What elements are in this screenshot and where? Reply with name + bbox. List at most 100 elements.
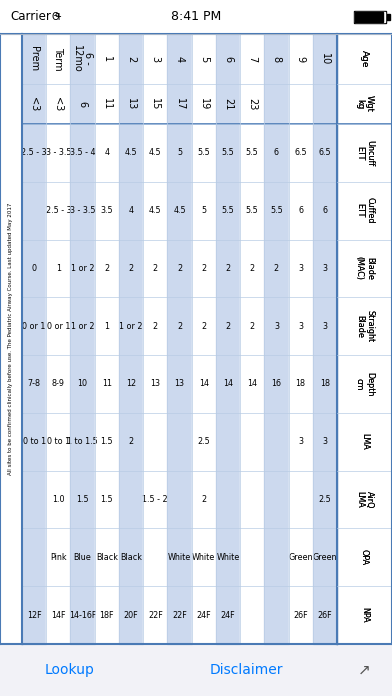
- Text: Disclaimer: Disclaimer: [209, 663, 283, 677]
- Text: 5.5: 5.5: [246, 206, 259, 215]
- Text: Black: Black: [120, 553, 142, 562]
- Text: 7-8: 7-8: [27, 379, 41, 388]
- Bar: [46, 34, 71, 644]
- Text: 8:41 PM: 8:41 PM: [171, 10, 221, 24]
- Text: 14F: 14F: [51, 610, 65, 619]
- Text: 2.5 - 3: 2.5 - 3: [21, 148, 47, 157]
- Text: 3.5 - 4: 3.5 - 4: [70, 148, 95, 157]
- Text: 2: 2: [129, 264, 134, 273]
- Text: 16: 16: [271, 379, 281, 388]
- Text: NPA: NPA: [360, 608, 369, 623]
- Text: 3: 3: [150, 56, 160, 62]
- Text: Age: Age: [360, 50, 369, 68]
- Text: 14: 14: [247, 379, 257, 388]
- Text: 8-9: 8-9: [52, 379, 65, 388]
- Text: 2: 2: [177, 322, 182, 331]
- Text: 0 to 1: 0 to 1: [23, 437, 46, 446]
- Text: 3: 3: [274, 322, 279, 331]
- Text: Depth
cm: Depth cm: [355, 372, 374, 396]
- Text: Wgt
kg: Wgt kg: [355, 95, 374, 112]
- Text: Lookup: Lookup: [45, 663, 95, 677]
- Text: 2: 2: [250, 322, 255, 331]
- Bar: [289, 34, 313, 644]
- Text: 2: 2: [153, 264, 158, 273]
- Text: 12F: 12F: [27, 610, 42, 619]
- Text: 6.5: 6.5: [319, 148, 331, 157]
- Text: 2: 2: [225, 264, 230, 273]
- Text: 2: 2: [225, 322, 230, 331]
- Text: 10: 10: [78, 379, 87, 388]
- Text: <3: <3: [53, 97, 64, 111]
- Text: 0 to 1: 0 to 1: [47, 437, 70, 446]
- Text: 3.5: 3.5: [100, 206, 113, 215]
- Text: 1.5: 1.5: [100, 495, 113, 504]
- Text: Cuffed
ETT: Cuffed ETT: [355, 198, 374, 224]
- Text: 17: 17: [174, 97, 185, 110]
- Text: OPA: OPA: [360, 549, 369, 565]
- Text: 5.5: 5.5: [270, 206, 283, 215]
- Text: 22F: 22F: [172, 610, 187, 619]
- Text: 5: 5: [201, 206, 206, 215]
- Text: White: White: [216, 553, 240, 562]
- Bar: [216, 34, 240, 644]
- Text: Blue: Blue: [74, 553, 91, 562]
- Text: Straight
Blade: Straight Blade: [355, 310, 374, 342]
- Text: 3 - 3.5: 3 - 3.5: [70, 206, 95, 215]
- Bar: [386, 14, 390, 20]
- Text: 0: 0: [32, 264, 36, 273]
- Text: 26F: 26F: [293, 610, 308, 619]
- Text: Uncuff
ETT: Uncuff ETT: [355, 140, 374, 166]
- Text: Green: Green: [289, 553, 313, 562]
- Text: 18F: 18F: [100, 610, 114, 619]
- Text: AirQ
LMA: AirQ LMA: [355, 491, 374, 508]
- Bar: [0, 34, 22, 644]
- Bar: [71, 34, 95, 644]
- Bar: [143, 34, 167, 644]
- Text: 1.5: 1.5: [76, 495, 89, 504]
- Text: 15: 15: [150, 97, 160, 110]
- Bar: [0, 644, 392, 696]
- Text: 11: 11: [102, 379, 112, 388]
- Text: Black: Black: [96, 553, 118, 562]
- Text: 18: 18: [296, 379, 306, 388]
- Text: 3: 3: [322, 322, 327, 331]
- Text: 13: 13: [126, 97, 136, 110]
- Bar: [264, 34, 289, 644]
- Text: 1: 1: [102, 56, 112, 62]
- Text: Depth
cm: Depth cm: [355, 372, 374, 396]
- Bar: [119, 34, 143, 644]
- Text: 2.5: 2.5: [197, 437, 210, 446]
- Bar: [355, 12, 383, 22]
- Text: 2: 2: [201, 264, 206, 273]
- Text: 5.5: 5.5: [221, 148, 234, 157]
- Text: Green: Green: [313, 553, 337, 562]
- Text: 13: 13: [174, 379, 185, 388]
- Text: Prem: Prem: [29, 46, 39, 71]
- Text: 3: 3: [298, 437, 303, 446]
- Text: White: White: [168, 553, 191, 562]
- Text: 6: 6: [322, 206, 327, 215]
- Text: <3: <3: [29, 97, 39, 111]
- Text: 10: 10: [320, 53, 330, 65]
- Text: 5: 5: [199, 56, 209, 62]
- Text: 4: 4: [174, 56, 185, 62]
- Text: 2: 2: [129, 437, 134, 446]
- Text: 2: 2: [201, 322, 206, 331]
- Text: 8: 8: [271, 56, 281, 62]
- Text: NPA: NPA: [360, 608, 369, 623]
- Text: 22F: 22F: [148, 610, 163, 619]
- Text: Carrier: Carrier: [10, 10, 51, 24]
- Text: 3 - 3.5: 3 - 3.5: [45, 148, 71, 157]
- Text: 14: 14: [223, 379, 233, 388]
- Text: 1 or 2: 1 or 2: [71, 322, 94, 331]
- Text: ߟ: ߟ: [54, 12, 62, 22]
- Text: 2: 2: [250, 264, 255, 273]
- Text: Pink: Pink: [50, 553, 67, 562]
- Bar: [240, 34, 264, 644]
- Text: LMA: LMA: [360, 434, 369, 450]
- Text: 12: 12: [126, 379, 136, 388]
- Text: ↗: ↗: [358, 663, 370, 677]
- Text: 18: 18: [320, 379, 330, 388]
- Bar: [0, 0, 392, 34]
- Bar: [22, 34, 46, 644]
